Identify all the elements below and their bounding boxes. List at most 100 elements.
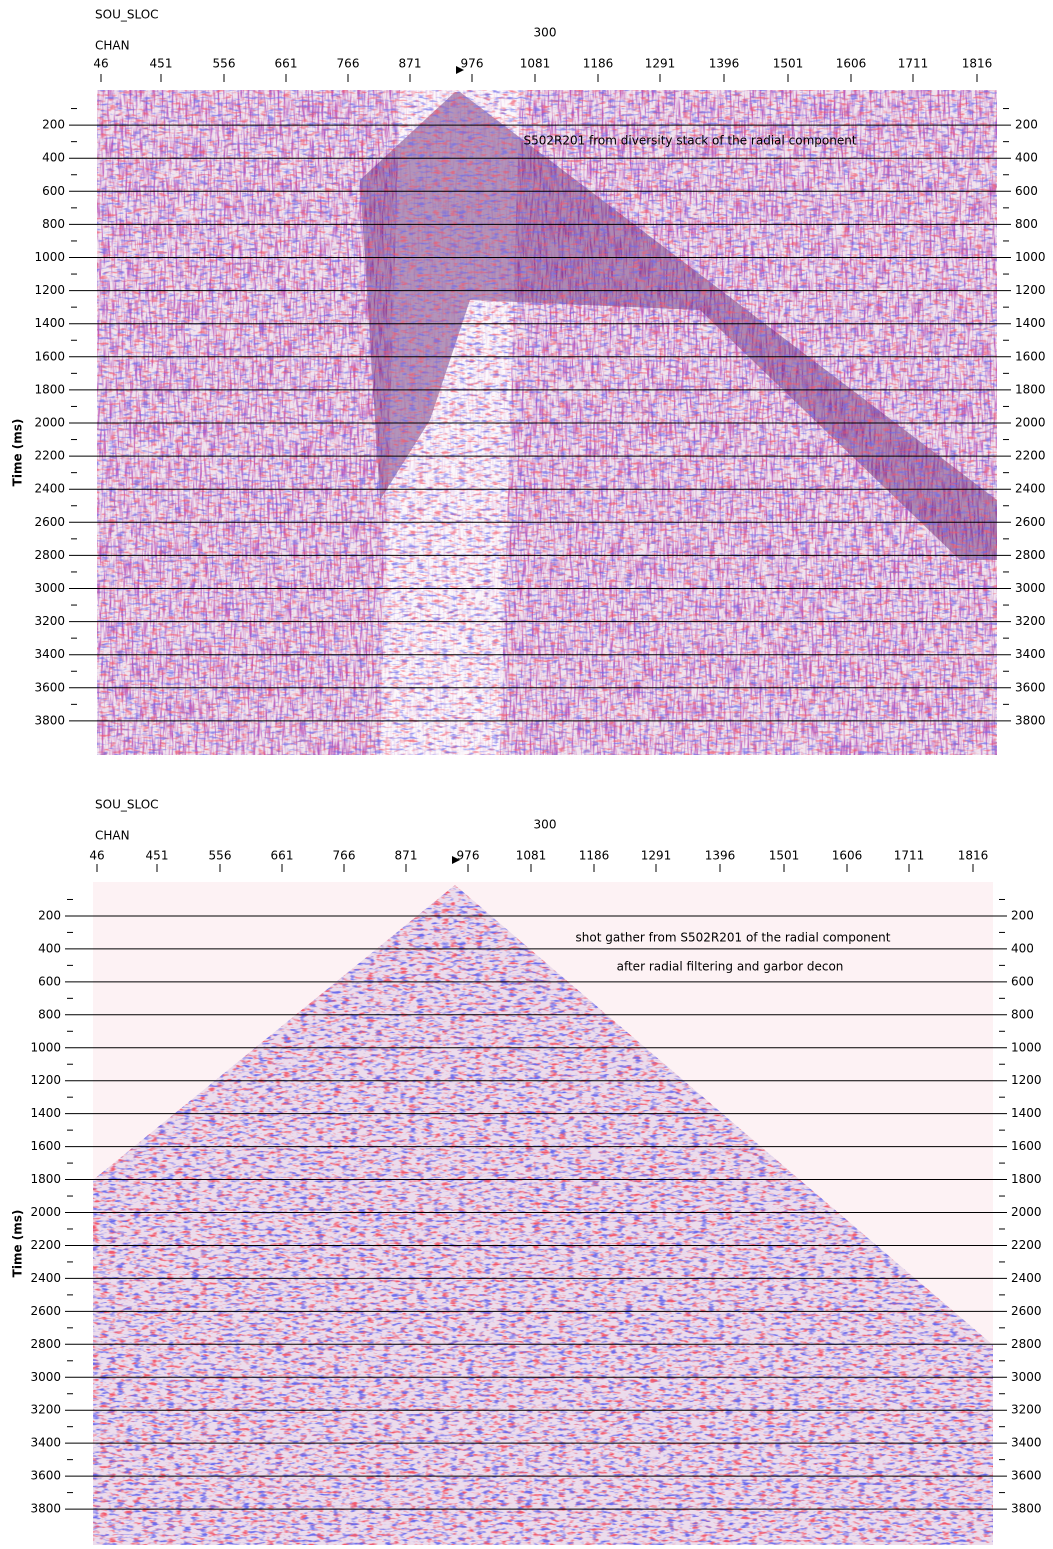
x-tick-label: 1081 bbox=[520, 57, 551, 71]
y-tick-label-right: 2000 bbox=[1011, 1205, 1042, 1219]
x-tick-label: 46 bbox=[89, 849, 104, 863]
y-tick-label: 3400 bbox=[30, 1436, 61, 1450]
y-axis-label: Time (ms) bbox=[11, 1210, 25, 1278]
x-tick-label: 1186 bbox=[579, 849, 610, 863]
x-tick-label: 661 bbox=[271, 849, 294, 863]
y-tick-label-right: 3400 bbox=[1015, 647, 1046, 661]
y-tick-label: 800 bbox=[42, 217, 65, 231]
y-tick-label-right: 1800 bbox=[1011, 1172, 1042, 1186]
y-tick-label: 2400 bbox=[34, 482, 65, 496]
x-tick-label: 556 bbox=[209, 849, 232, 863]
y-tick-label: 1600 bbox=[30, 1139, 61, 1153]
y-tick-label-right: 800 bbox=[1015, 217, 1038, 231]
y-tick-label: 1400 bbox=[34, 316, 65, 330]
center-label: 300 bbox=[534, 26, 557, 40]
y-tick-label-right: 3200 bbox=[1015, 614, 1046, 628]
y-tick-label: 2000 bbox=[30, 1205, 61, 1219]
y-tick-label-right: 1200 bbox=[1011, 1073, 1042, 1087]
y-tick-label-right: 1600 bbox=[1015, 349, 1046, 363]
x-tick-label: 1606 bbox=[836, 57, 867, 71]
y-tick-label: 400 bbox=[42, 151, 65, 165]
axis-label: CHAN bbox=[95, 39, 130, 53]
y-tick-label: 1600 bbox=[34, 349, 65, 363]
annotation: after radial filtering and garbor decon bbox=[617, 960, 844, 974]
x-tick-label: 1081 bbox=[516, 849, 547, 863]
source-marker bbox=[452, 856, 460, 864]
y-tick-label-right: 2800 bbox=[1015, 548, 1046, 562]
x-tick-label: 976 bbox=[461, 57, 484, 71]
x-tick-label: 1291 bbox=[641, 849, 672, 863]
y-tick-label: 2200 bbox=[30, 1238, 61, 1252]
y-axis-label: Time (ms) bbox=[11, 419, 25, 487]
y-tick-label: 3800 bbox=[30, 1502, 61, 1516]
x-tick-label: 1501 bbox=[773, 57, 804, 71]
y-tick-label: 2400 bbox=[30, 1271, 61, 1285]
y-tick-label: 2800 bbox=[34, 548, 65, 562]
y-tick-label: 600 bbox=[42, 184, 65, 198]
y-tick-label-right: 2400 bbox=[1015, 482, 1046, 496]
header-label: SOU_SLOC bbox=[95, 798, 159, 812]
x-tick-label: 976 bbox=[457, 849, 480, 863]
y-tick-label-right: 400 bbox=[1015, 151, 1038, 165]
y-tick-label-right: 200 bbox=[1015, 118, 1038, 132]
y-tick-label-right: 2400 bbox=[1011, 1271, 1042, 1285]
y-tick-label: 2200 bbox=[34, 449, 65, 463]
y-tick-label-right: 2800 bbox=[1011, 1337, 1042, 1351]
x-tick-label: 451 bbox=[150, 57, 173, 71]
y-tick-label-right: 3600 bbox=[1011, 1469, 1042, 1483]
x-tick-label: 1606 bbox=[832, 849, 863, 863]
y-tick-label-right: 3800 bbox=[1015, 713, 1046, 727]
y-tick-label-right: 1200 bbox=[1015, 283, 1046, 297]
panel: SOU_SLOC 300 CHAN 46 451 556 661 766 871 976 1081 1… bbox=[11, 798, 1042, 1545]
x-tick-label: 1396 bbox=[709, 57, 740, 71]
y-tick-label: 800 bbox=[38, 1007, 61, 1021]
y-tick-label-right: 3000 bbox=[1011, 1370, 1042, 1384]
y-tick-label-right: 3600 bbox=[1015, 680, 1046, 694]
y-tick-label: 2600 bbox=[30, 1304, 61, 1318]
header-label: SOU_SLOC bbox=[95, 8, 159, 22]
y-tick-label-right: 1400 bbox=[1015, 316, 1046, 330]
y-tick-label-right: 1000 bbox=[1015, 250, 1046, 264]
axis-label: CHAN bbox=[95, 829, 130, 843]
panels: SOU_SLOC 300 CHAN 46 451 556 661 766 871 976 1081 1… bbox=[11, 8, 1046, 1545]
annotation: shot gather from S502R201 of the radial … bbox=[576, 931, 891, 945]
y-tick-label: 400 bbox=[38, 941, 61, 955]
y-tick-label-right: 1000 bbox=[1011, 1040, 1042, 1054]
y-tick-label-right: 1400 bbox=[1011, 1106, 1042, 1120]
panel: SOU_SLOC 300 CHAN 46 451 556 661 766 871 976 1081 1… bbox=[11, 8, 1046, 755]
y-tick-label-right: 200 bbox=[1011, 908, 1034, 922]
x-tick-label: 766 bbox=[337, 57, 360, 71]
y-tick-label-right: 3000 bbox=[1015, 581, 1046, 595]
y-tick-label: 3000 bbox=[34, 581, 65, 595]
y-tick-label: 1000 bbox=[30, 1040, 61, 1054]
y-tick-label-right: 1600 bbox=[1011, 1139, 1042, 1153]
x-tick-label: 46 bbox=[93, 57, 108, 71]
y-tick-label: 2600 bbox=[34, 515, 65, 529]
x-tick-label: 1291 bbox=[645, 57, 676, 71]
y-tick-label: 2800 bbox=[30, 1337, 61, 1351]
y-tick-label: 1200 bbox=[34, 283, 65, 297]
y-tick-label: 200 bbox=[38, 908, 61, 922]
y-tick-label-right: 3400 bbox=[1011, 1436, 1042, 1450]
y-tick-label-right: 2600 bbox=[1015, 515, 1046, 529]
y-tick-label-right: 2600 bbox=[1011, 1304, 1042, 1318]
x-tick-label: 1711 bbox=[894, 849, 925, 863]
y-tick-label: 3200 bbox=[34, 614, 65, 628]
x-tick-label: 1816 bbox=[962, 57, 993, 71]
x-tick-label: 1711 bbox=[898, 57, 929, 71]
x-tick-label: 871 bbox=[399, 57, 422, 71]
y-tick-label: 3400 bbox=[34, 647, 65, 661]
source-marker bbox=[456, 66, 464, 74]
y-tick-label: 3600 bbox=[30, 1469, 61, 1483]
x-tick-label: 871 bbox=[395, 849, 418, 863]
y-tick-label: 1800 bbox=[34, 382, 65, 396]
y-tick-label: 3000 bbox=[30, 1370, 61, 1384]
y-tick-label-right: 800 bbox=[1011, 1007, 1034, 1021]
x-tick-label: 1186 bbox=[583, 57, 614, 71]
y-tick-label: 2000 bbox=[34, 416, 65, 430]
y-tick-label: 1400 bbox=[30, 1106, 61, 1120]
y-tick-label-right: 3200 bbox=[1011, 1403, 1042, 1417]
y-tick-label-right: 2200 bbox=[1011, 1238, 1042, 1252]
y-tick-label: 1200 bbox=[30, 1073, 61, 1087]
